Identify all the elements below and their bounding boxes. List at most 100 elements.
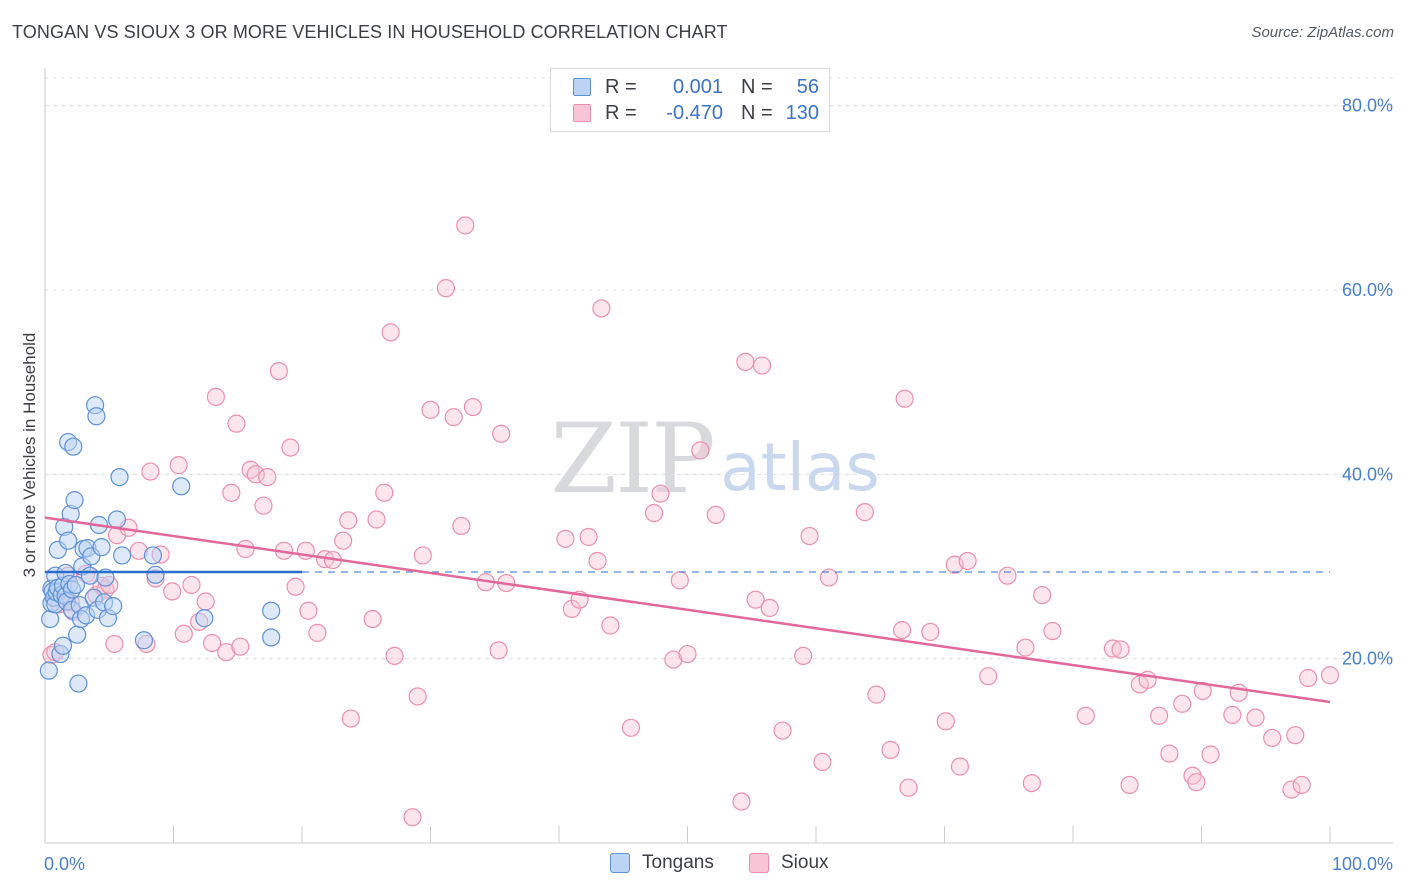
tongans-point	[262, 601, 281, 620]
legend-r-value: 0.001	[672, 75, 723, 98]
tongans-point	[112, 546, 132, 565]
tongans-point	[64, 437, 83, 456]
tongans-point	[146, 565, 165, 584]
legend-n-value: 130	[785, 101, 819, 124]
sioux-point	[1223, 705, 1242, 724]
sioux-point	[979, 667, 998, 686]
sioux-point	[895, 389, 914, 408]
sioux-point	[1299, 668, 1318, 688]
legend-r-value: -0.470	[666, 101, 723, 124]
tongans-point	[87, 407, 106, 426]
sioux-point	[202, 633, 222, 653]
sioux-point	[562, 599, 581, 618]
legend-swatch-tongans	[573, 78, 591, 96]
sioux-point	[736, 352, 755, 371]
legend-swatch-sioux	[573, 104, 591, 122]
sioux-point	[456, 216, 475, 235]
sioux-point	[579, 527, 598, 547]
sioux-point	[1292, 775, 1311, 795]
tongans-point	[262, 628, 281, 647]
legend-item-sioux[interactable]: Sioux	[749, 852, 829, 874]
stats-legend: R = 0.001 N = 56 R = -0.470 N = 130	[550, 68, 830, 132]
sioux-point	[892, 620, 912, 640]
tongans-point	[96, 568, 115, 587]
tongans-point	[65, 491, 84, 510]
tongans-point	[195, 609, 214, 628]
sioux-point	[1282, 780, 1301, 799]
sioux-point	[375, 483, 394, 502]
watermark: ZIP atlas	[550, 403, 879, 515]
source-label: Source: ZipAtlas.com	[1251, 24, 1394, 41]
sioux-point	[408, 687, 427, 706]
sioux-point	[339, 511, 358, 530]
sioux-point	[601, 616, 620, 635]
sioux-point	[664, 650, 683, 669]
sioux-point	[174, 624, 193, 643]
sioux-point	[1286, 726, 1305, 745]
legend-r-label: R =	[605, 75, 637, 98]
sioux-point	[1320, 666, 1340, 685]
sioux-point	[1263, 728, 1282, 748]
sioux-point	[141, 462, 160, 481]
sioux-point	[105, 634, 124, 654]
tongans-point	[66, 575, 85, 595]
sioux-point	[452, 516, 471, 536]
sioux-point	[621, 718, 641, 737]
tongans-point	[92, 538, 111, 557]
sioux-point	[444, 408, 463, 427]
tongans-point	[172, 477, 191, 496]
sioux-point	[855, 503, 874, 522]
sioux-point	[1022, 773, 1041, 793]
sioux-point	[1016, 638, 1035, 657]
sioux-point	[463, 397, 483, 417]
legend-swatch-sioux	[749, 853, 769, 873]
sioux-point	[299, 601, 318, 620]
tongans-point	[134, 631, 154, 650]
trend-lines	[44, 516, 1331, 704]
sioux-point	[308, 623, 327, 642]
sioux-point	[281, 438, 300, 457]
sioux-point	[367, 510, 386, 529]
sioux-point	[1246, 708, 1265, 727]
sioux-point	[921, 622, 940, 642]
sioux-point	[363, 609, 382, 629]
chart-title: TONGAN VS SIOUX 3 OR MORE VEHICLES IN HO…	[12, 22, 728, 42]
sioux-point	[1043, 621, 1062, 641]
sioux-point	[258, 467, 277, 487]
sioux-point	[1193, 681, 1212, 701]
tongans-point	[39, 661, 58, 680]
sioux-point	[492, 424, 511, 443]
sioux-point	[1160, 744, 1179, 763]
sioux-point	[773, 721, 792, 740]
sioux-point	[678, 644, 697, 664]
legend-n-label: N =	[741, 101, 773, 124]
sioux-point	[592, 299, 611, 318]
sioux-point	[163, 582, 182, 601]
sioux-point	[691, 441, 710, 460]
legend-row-sioux: R = -0.470 N = 130	[573, 100, 819, 126]
tongans-point	[68, 625, 87, 644]
sioux-point	[436, 279, 456, 298]
sioux-point	[182, 575, 201, 595]
tongans-points	[39, 396, 281, 693]
sioux-point	[706, 505, 725, 524]
tick-labels: 20.0% 40.0% 60.0% 80.0% 0.0% 100.0%	[44, 96, 1393, 874]
sioux-point	[958, 551, 977, 571]
legend-row-tongans: R = 0.001 N = 56	[573, 74, 819, 100]
series-legend: Tongans Sioux	[0, 852, 1406, 878]
x-tick-label: 100.0%	[1332, 854, 1393, 874]
sioux-point	[236, 539, 255, 559]
sioux-point	[341, 709, 360, 728]
sioux-point	[231, 637, 250, 656]
legend-r-label: R =	[605, 101, 637, 124]
sioux-point	[246, 465, 265, 484]
sioux-point	[813, 752, 832, 771]
sioux-point	[217, 643, 236, 662]
legend-label-sioux: Sioux	[781, 852, 829, 873]
sioux-point	[800, 526, 819, 546]
y-tick-label: 80.0%	[1342, 96, 1393, 116]
sioux-point	[269, 361, 288, 381]
legend-item-tongans[interactable]: Tongans	[610, 852, 714, 874]
sioux-point	[752, 356, 772, 375]
